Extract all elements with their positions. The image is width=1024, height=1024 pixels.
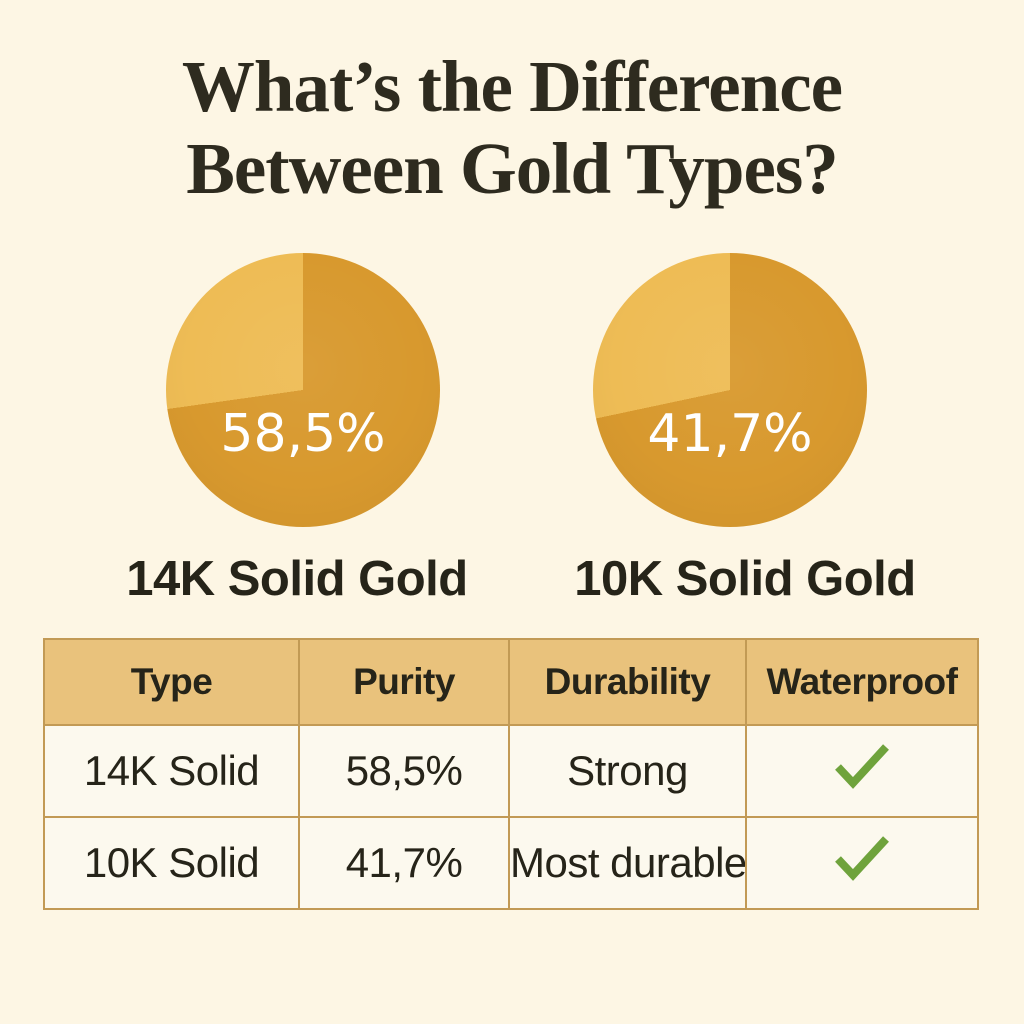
cell-waterproof-14k (745, 724, 979, 818)
page-title: What’s the Difference Between Gold Types… (0, 46, 1024, 211)
checkmark-icon (829, 832, 895, 884)
cell-type-14k: 14K Solid (43, 724, 300, 818)
checkmark-icon (829, 740, 895, 792)
cell-durability-14k: Strong (508, 724, 747, 818)
title-line-2: Between Gold Types? (186, 128, 839, 210)
title-line-1: What’s the Difference (181, 46, 843, 127)
column-header-type: Type (43, 638, 300, 726)
table-row-14k: 14K Solid 58,5% Strong (43, 724, 979, 818)
pie-caption-10k: 10K Solid Gold (574, 552, 916, 606)
cell-durability-10k: Most durable (508, 816, 747, 910)
cell-purity-14k: 58,5% (298, 724, 510, 818)
table-header-row: Type Purity Durability Waterproof (43, 638, 979, 726)
pie-caption-14k: 14K Solid Gold (126, 552, 468, 606)
cell-purity-10k: 41,7% (298, 816, 510, 910)
pie-percentage-label-14k: 58,5% (220, 403, 386, 464)
pie-chart-10k: 41,7% (593, 253, 867, 527)
cell-waterproof-10k (745, 816, 979, 910)
column-header-purity: Purity (298, 638, 510, 726)
table-row-10k: 10K Solid 41,7% Most durable (43, 816, 979, 910)
column-header-durability: Durability (508, 638, 747, 726)
cell-type-10k: 10K Solid (43, 816, 300, 910)
comparison-table: Type Purity Durability Waterproof 14K So… (43, 638, 979, 910)
column-header-waterproof: Waterproof (745, 638, 979, 726)
pie-percentage-label-10k: 41,7% (647, 403, 813, 464)
pie-chart-14k: 58,5% (166, 253, 440, 527)
